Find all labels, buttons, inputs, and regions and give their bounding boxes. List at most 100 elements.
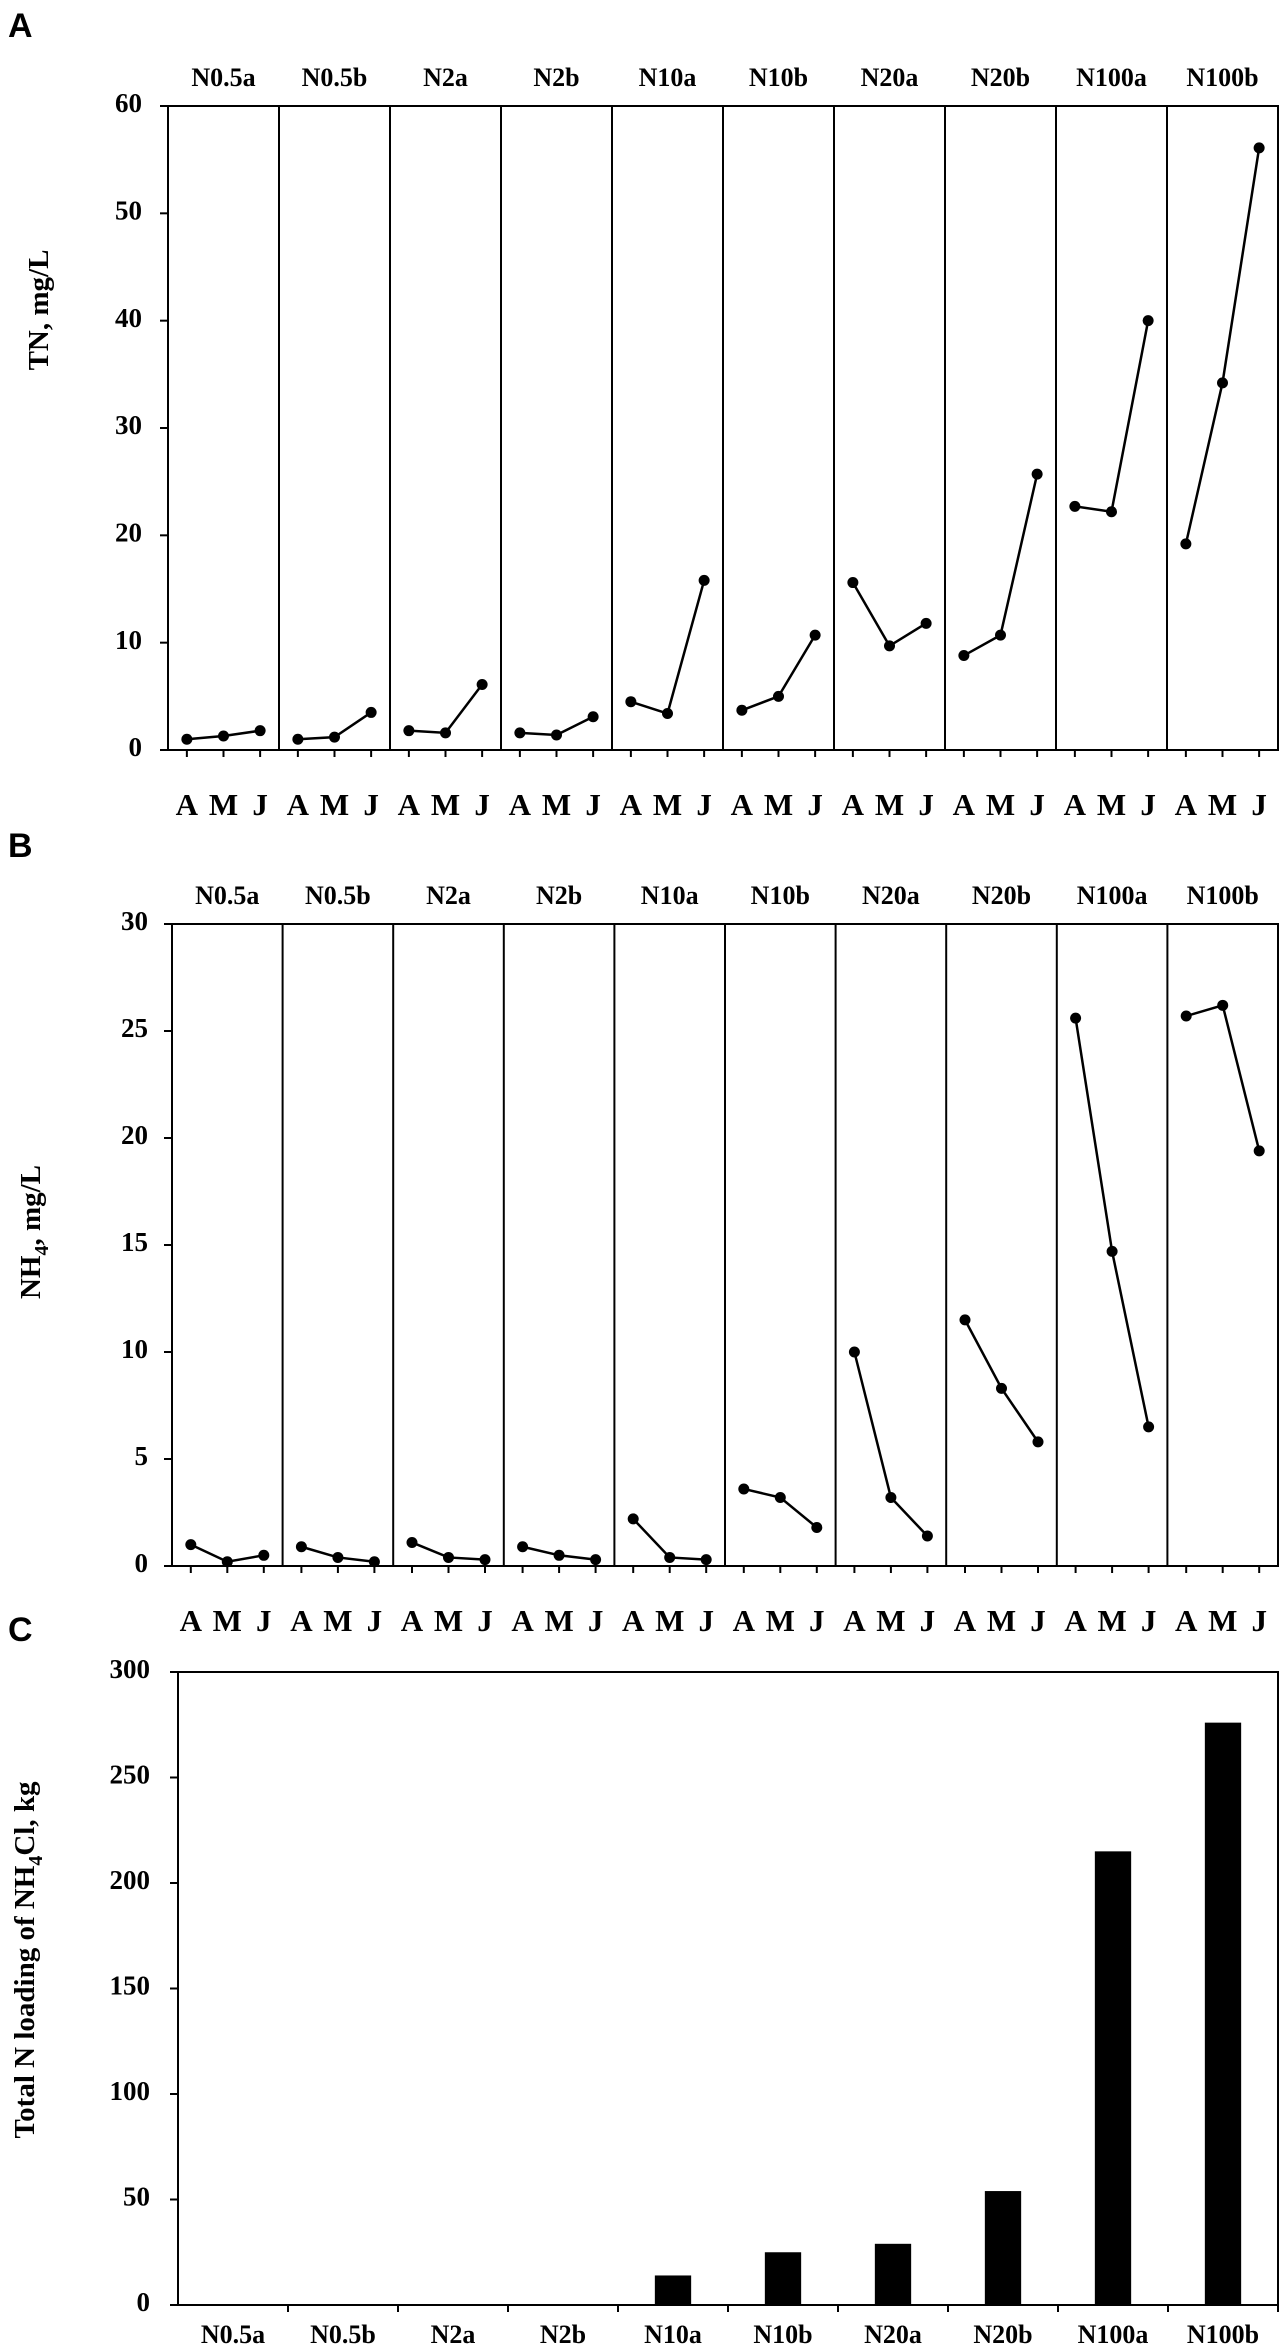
panel-letter: A bbox=[8, 7, 33, 45]
data-point bbox=[1180, 1010, 1192, 1022]
bar-n100b bbox=[1204, 1722, 1242, 2305]
category-label: N0.5a bbox=[201, 2320, 265, 2349]
month-label: A bbox=[1064, 1603, 1087, 1638]
y-axis-label-subscript: 4 bbox=[31, 1246, 53, 1256]
data-point bbox=[959, 1314, 971, 1326]
month-label: M bbox=[323, 1603, 352, 1638]
series-line bbox=[1185, 1003, 1261, 1152]
bar-n20b bbox=[984, 2191, 1022, 2305]
month-label: M bbox=[542, 787, 571, 822]
data-point bbox=[185, 1539, 197, 1551]
category-label: N100a bbox=[1078, 2320, 1149, 2349]
group-title: N0.5a bbox=[195, 881, 259, 910]
month-label: A bbox=[731, 787, 754, 822]
month-label: J bbox=[809, 1603, 825, 1638]
data-point bbox=[884, 640, 895, 652]
group-n10b: N10b A M J bbox=[724, 881, 825, 1638]
series-line bbox=[630, 580, 706, 716]
y-axis-label-text: TN, mg/L bbox=[23, 250, 55, 371]
data-point bbox=[443, 1551, 454, 1563]
group-title: N20b bbox=[971, 63, 1030, 92]
month-label: M bbox=[986, 787, 1015, 822]
month-label: J bbox=[1029, 787, 1045, 822]
data-point bbox=[1069, 500, 1081, 512]
series-line bbox=[408, 683, 484, 735]
group-title: N0.5b bbox=[302, 63, 368, 92]
data-point bbox=[995, 629, 1006, 641]
y-axis-label-tail: Cl, kg bbox=[9, 1781, 41, 1856]
y-tick-label: 250 bbox=[110, 1760, 151, 1790]
series-line bbox=[963, 473, 1039, 657]
group-title: N10b bbox=[751, 881, 810, 910]
bar-n10b bbox=[764, 2252, 802, 2305]
month-label: A bbox=[180, 1603, 203, 1638]
month-label: M bbox=[764, 787, 793, 822]
data-point bbox=[1070, 1012, 1082, 1024]
data-point bbox=[848, 1346, 860, 1358]
panel-letter: C bbox=[8, 1611, 33, 1649]
month-label: J bbox=[920, 1603, 936, 1638]
data-point bbox=[847, 577, 859, 589]
category-label: N10b bbox=[753, 2320, 812, 2349]
month-label: A bbox=[620, 787, 643, 822]
group-n0-5a: N0.5a A M J bbox=[180, 881, 272, 1638]
month-label: J bbox=[918, 787, 934, 822]
panel-letter: B bbox=[8, 827, 33, 865]
y-tick-label: 30 bbox=[115, 410, 142, 440]
data-point bbox=[181, 733, 193, 745]
month-label: A bbox=[509, 787, 532, 822]
y-axis-label-main: Total N loading of NH bbox=[9, 1865, 41, 2138]
month-label: M bbox=[434, 1603, 463, 1638]
data-point bbox=[809, 629, 821, 641]
group-n2b: N2b A M J bbox=[500, 63, 601, 822]
data-point bbox=[440, 727, 451, 739]
data-point bbox=[551, 729, 562, 741]
y-tick-label: 5 bbox=[135, 1441, 149, 1471]
group-n10a: N10a A M J bbox=[611, 63, 712, 822]
group-title: N10a bbox=[641, 881, 699, 910]
month-label: M bbox=[1097, 1603, 1126, 1638]
data-point bbox=[1217, 377, 1228, 389]
group-n2a: N2a A M J bbox=[392, 881, 493, 1638]
group-title: N0.5a bbox=[191, 63, 255, 92]
group-n0-5b: N0.5b A M J bbox=[278, 63, 379, 822]
category-label: N0.5b bbox=[310, 2320, 376, 2349]
data-point bbox=[625, 696, 637, 708]
month-label: A bbox=[511, 1603, 534, 1638]
month-label: M bbox=[987, 1603, 1016, 1638]
data-point bbox=[403, 725, 415, 737]
group-title: N10b bbox=[749, 63, 808, 92]
month-label: M bbox=[876, 1603, 905, 1638]
month-label: A bbox=[842, 787, 865, 822]
bar-n100a bbox=[1094, 1851, 1132, 2305]
y-tick-label: 30 bbox=[121, 906, 148, 936]
y-tick-label: 0 bbox=[129, 732, 143, 762]
y-tick-label: 100 bbox=[110, 2076, 151, 2106]
series-line bbox=[1184, 147, 1261, 545]
data-point bbox=[553, 1549, 565, 1561]
data-point bbox=[958, 650, 970, 662]
group-title: N2b bbox=[533, 63, 579, 92]
category-label: N2a bbox=[431, 2320, 476, 2349]
data-point bbox=[590, 1554, 602, 1566]
category-label: N20b bbox=[973, 2320, 1032, 2349]
y-tick-label: 15 bbox=[121, 1227, 148, 1257]
month-label: A bbox=[401, 1603, 424, 1638]
month-label: A bbox=[290, 1603, 313, 1638]
y-axis-label: NH4, mg/L bbox=[15, 1165, 53, 1299]
month-label: A bbox=[176, 787, 199, 822]
month-label: M bbox=[875, 787, 904, 822]
group-title: N20b bbox=[972, 881, 1031, 910]
y-tick-label: 10 bbox=[121, 1334, 148, 1364]
y-tick-label: 0 bbox=[135, 1548, 149, 1578]
month-label: A bbox=[954, 1603, 977, 1638]
data-point bbox=[811, 1521, 823, 1533]
data-point bbox=[292, 733, 304, 745]
data-point bbox=[1031, 468, 1043, 480]
month-label: J bbox=[474, 787, 490, 822]
group-n20a: N20a A M J bbox=[834, 881, 936, 1638]
group-n10b: N10b A M J bbox=[722, 63, 823, 822]
group-n100b: N100b A M J bbox=[1166, 63, 1267, 822]
month-label: A bbox=[622, 1603, 645, 1638]
